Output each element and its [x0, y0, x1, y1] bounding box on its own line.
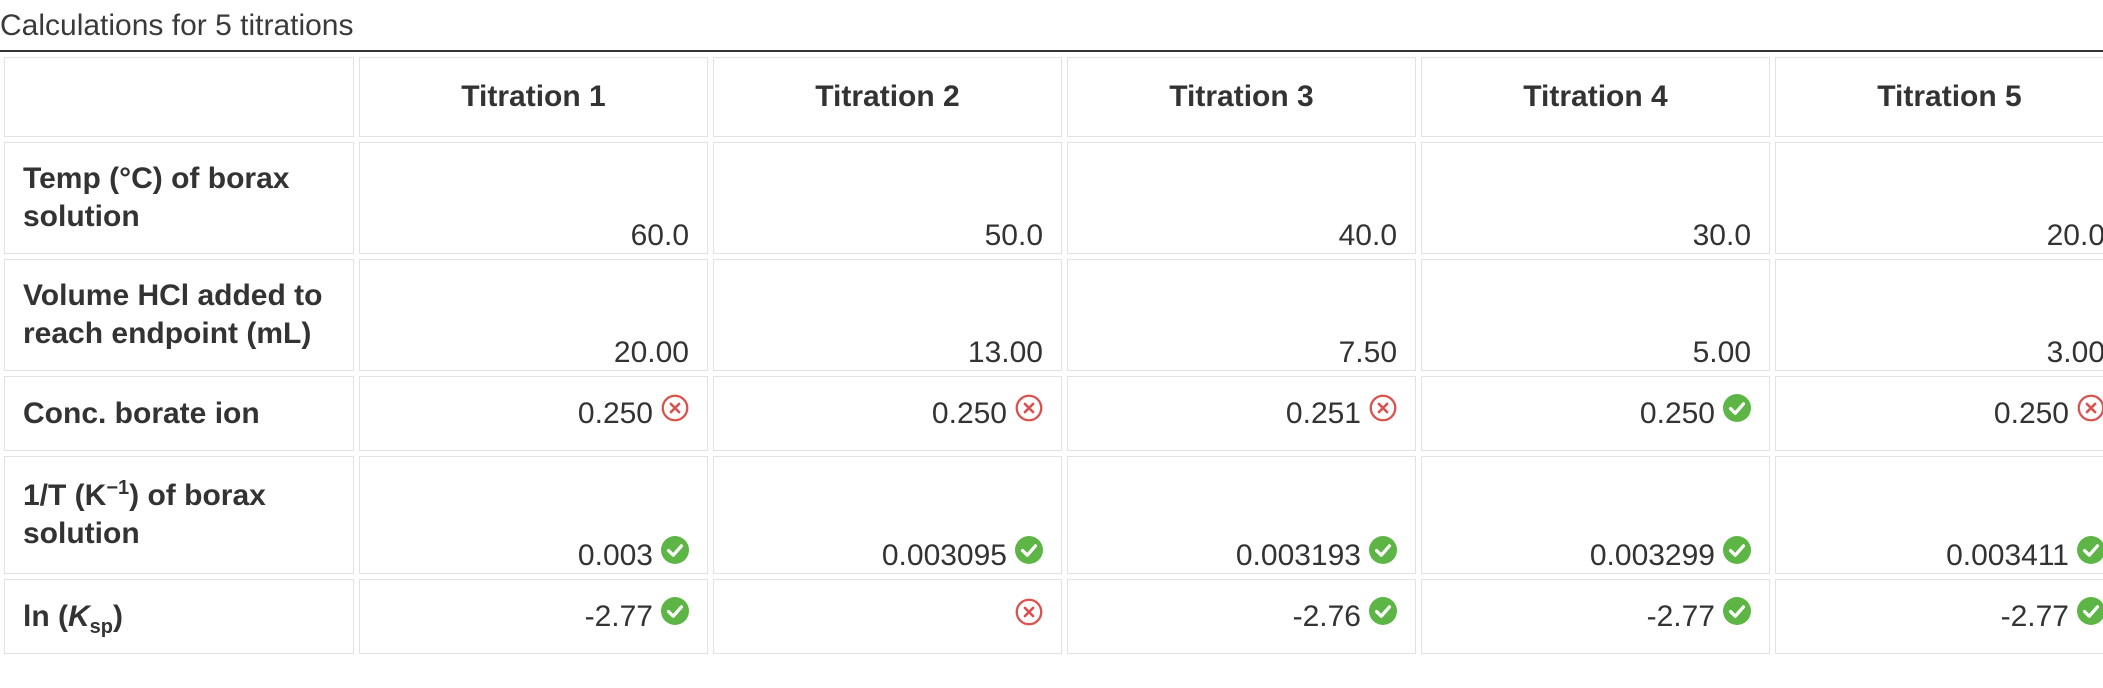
correct-icon	[1369, 536, 1397, 564]
conc-value-5: 0.250	[1993, 397, 2069, 431]
temp-value-3: 40.0	[1067, 142, 1416, 254]
inv-t-value-1: 0.003	[577, 539, 653, 572]
inv-t-cell-2: 0.003095	[713, 456, 1062, 574]
ln-ksp-cell-1: -2.77	[359, 579, 708, 654]
conc-value-2: 0.250	[931, 397, 1007, 431]
table-row-borate-concentration: Conc. borate ion 0.250 0.250 0.251 0.250…	[4, 376, 2103, 451]
correct-icon	[661, 597, 689, 626]
row-label-borate-concentration: Conc. borate ion	[4, 376, 354, 451]
correct-icon	[1723, 394, 1751, 423]
conc-cell-1: 0.250	[359, 376, 708, 451]
conc-cell-4: 0.250	[1421, 376, 1770, 451]
row-label-temperature: Temp (°C) of borax solution	[4, 142, 354, 254]
table-row-ln-ksp: ln (Ksp) -2.77 -2.76 -2.77 -2.77	[4, 579, 2103, 654]
correct-icon	[1369, 597, 1397, 626]
incorrect-icon	[1015, 394, 1043, 422]
column-header-titration-4: Titration 4	[1421, 57, 1770, 137]
conc-cell-5: 0.250	[1775, 376, 2103, 451]
inv-t-value-4: 0.003299	[1589, 539, 1715, 572]
column-header-titration-3: Titration 3	[1067, 57, 1416, 137]
correct-icon	[661, 536, 689, 564]
correct-icon	[1015, 536, 1043, 564]
table-row-temperature: Temp (°C) of borax solution 60.0 50.0 40…	[4, 142, 2103, 254]
row-label-inverse-temperature: 1/T (K−1) of borax solution	[4, 456, 354, 574]
ln-ksp-value-3: -2.76	[1292, 600, 1361, 634]
volume-value-2: 13.00	[713, 259, 1062, 371]
incorrect-icon	[1369, 394, 1397, 422]
correct-icon	[1723, 536, 1751, 564]
calculations-table: Titration 1 Titration 2 Titration 3 Titr…	[0, 52, 2103, 659]
incorrect-icon	[661, 394, 689, 422]
ln-ksp-cell-3: -2.76	[1067, 579, 1416, 654]
table-row-inverse-temperature: 1/T (K−1) of borax solution 0.003 0.0030…	[4, 456, 2103, 574]
inv-t-cell-3: 0.003193	[1067, 456, 1416, 574]
corner-cell	[4, 57, 354, 137]
inv-t-cell-1: 0.003	[359, 456, 708, 574]
temp-value-5: 20.0	[1775, 142, 2103, 254]
table-header-row: Titration 1 Titration 2 Titration 3 Titr…	[4, 57, 2103, 137]
volume-value-5: 3.00	[1775, 259, 2103, 371]
table-caption: Calculations for 5 titrations	[0, 0, 2103, 52]
conc-value-1: 0.250	[577, 397, 653, 431]
ln-ksp-value-5: -2.77	[2000, 600, 2069, 634]
inv-t-cell-5: 0.003411	[1775, 456, 2103, 574]
incorrect-icon	[2077, 394, 2103, 422]
column-header-titration-2: Titration 2	[713, 57, 1062, 137]
volume-value-1: 20.00	[359, 259, 708, 371]
correct-icon	[1723, 597, 1751, 626]
conc-cell-3: 0.251	[1067, 376, 1416, 451]
column-header-titration-5: Titration 5	[1775, 57, 2103, 137]
temp-value-4: 30.0	[1421, 142, 1770, 254]
row-label-volume-hcl: Volume HCl added to reach endpoint (mL)	[4, 259, 354, 371]
incorrect-icon	[1015, 598, 1043, 626]
volume-value-3: 7.50	[1067, 259, 1416, 371]
conc-value-3: 0.251	[1285, 397, 1361, 431]
inv-t-value-5: 0.003411	[1946, 539, 2069, 572]
ln-ksp-cell-4: -2.77	[1421, 579, 1770, 654]
ln-ksp-cell-2	[713, 579, 1062, 654]
ln-ksp-cell-5: -2.77	[1775, 579, 2103, 654]
correct-icon	[2077, 597, 2103, 626]
ln-ksp-value-4: -2.77	[1646, 600, 1715, 634]
volume-value-4: 5.00	[1421, 259, 1770, 371]
inv-t-value-2: 0.003095	[881, 539, 1007, 572]
correct-icon	[2077, 536, 2103, 564]
temp-value-2: 50.0	[713, 142, 1062, 254]
calculations-panel: Calculations for 5 titrations Titration …	[0, 0, 2103, 659]
column-header-titration-1: Titration 1	[359, 57, 708, 137]
ln-ksp-value-1: -2.77	[584, 600, 653, 634]
temp-value-1: 60.0	[359, 142, 708, 254]
inv-t-cell-4: 0.003299	[1421, 456, 1770, 574]
conc-value-4: 0.250	[1639, 397, 1715, 431]
row-label-ln-ksp: ln (Ksp)	[4, 579, 354, 654]
table-row-volume-hcl: Volume HCl added to reach endpoint (mL) …	[4, 259, 2103, 371]
inv-t-value-3: 0.003193	[1235, 539, 1361, 572]
conc-cell-2: 0.250	[713, 376, 1062, 451]
